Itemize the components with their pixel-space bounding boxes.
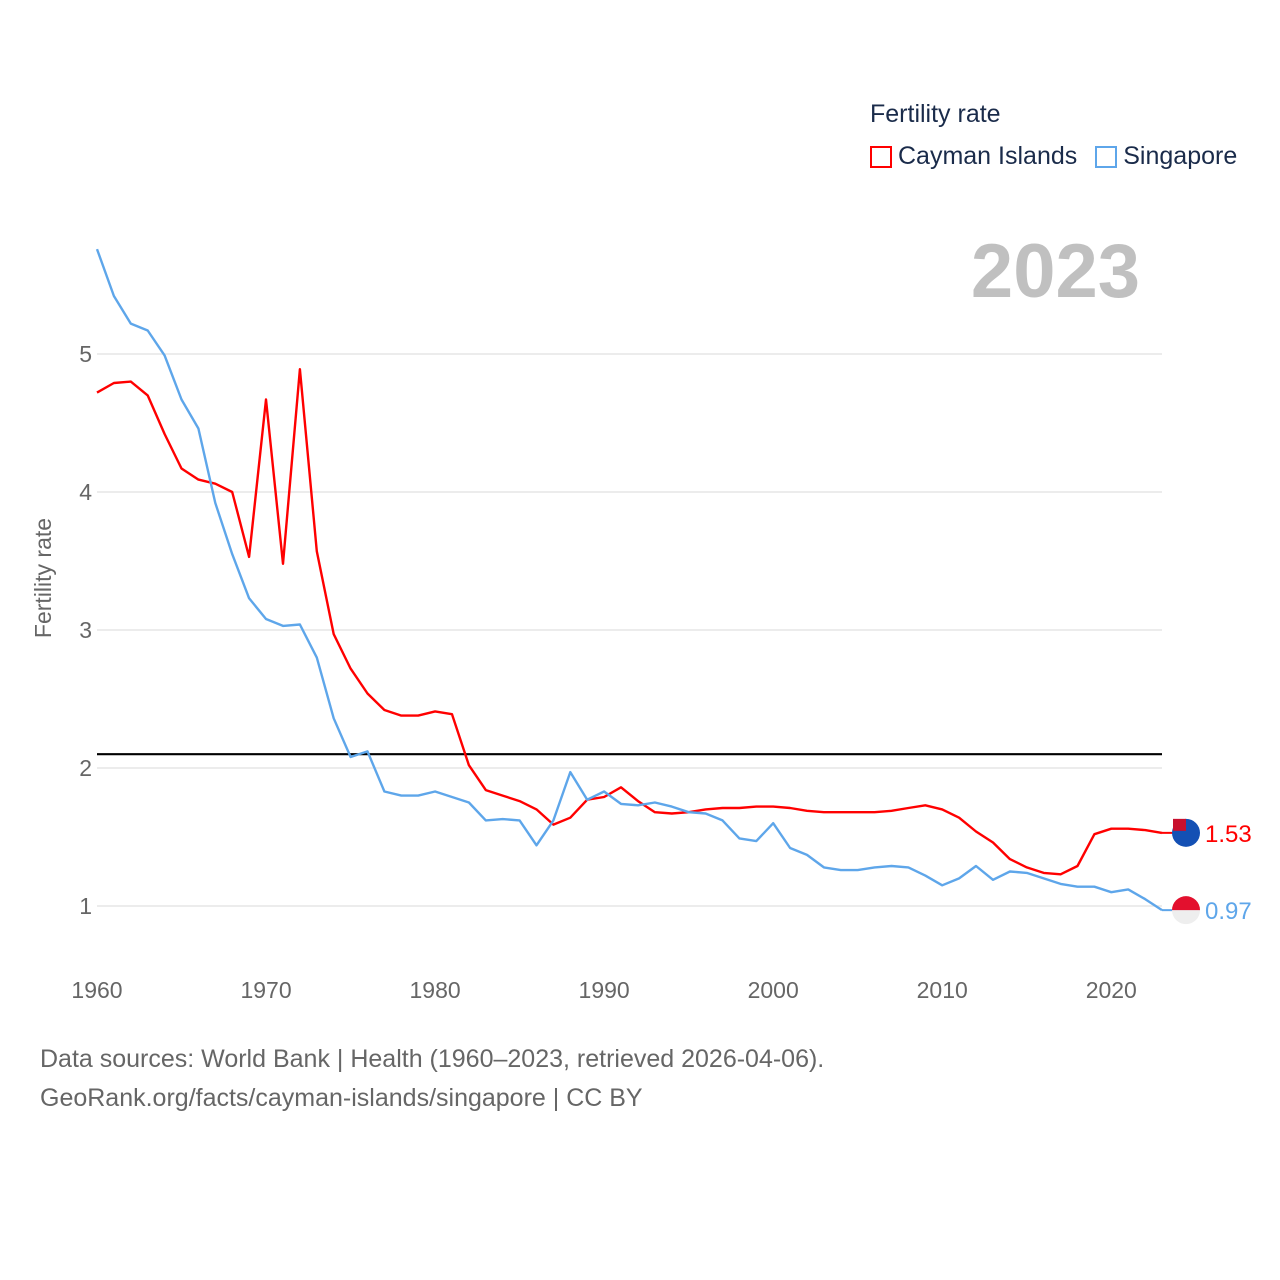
x-tick-label: 1970 (240, 977, 291, 1003)
y-tick-label: 3 (79, 617, 92, 643)
legend-item-cayman-islands[interactable]: Cayman Islands (870, 142, 1077, 171)
y-tick-label: 2 (79, 755, 92, 781)
legend-item-singapore[interactable]: Singapore (1095, 142, 1237, 171)
x-tick-label: 1990 (579, 977, 630, 1003)
legend-swatch (1095, 145, 1118, 168)
source-line-2: GeoRank.org/facts/cayman-islands/singapo… (40, 1084, 643, 1112)
end-value-label: 1.53 (1205, 821, 1252, 848)
x-tick-label: 2000 (748, 977, 799, 1003)
x-tick-label: 1960 (71, 977, 122, 1003)
y-tick-label: 4 (79, 479, 92, 505)
legend-label: Singapore (1123, 142, 1238, 170)
y-tick-label: 5 (79, 341, 92, 367)
legend-label: Cayman Islands (898, 142, 1078, 170)
x-tick-label: 2020 (1086, 977, 1137, 1003)
source-line-1: Data sources: World Bank | Health (1960–… (40, 1045, 825, 1073)
x-tick-label: 1980 (410, 977, 461, 1003)
series-line-cayman-islands (96, 368, 1163, 876)
flag-canton (1173, 818, 1186, 831)
x-tick-label: 2010 (917, 977, 968, 1003)
legend-swatch (870, 145, 892, 168)
end-value-label: 0.97 (1205, 898, 1252, 925)
series-line-singapore (95, 248, 1163, 912)
flag-red-half (1172, 896, 1200, 911)
y-axis-label: Fertility rate (30, 518, 56, 638)
year-label: 2023 (970, 229, 1140, 314)
legend-title: Fertility rate (870, 100, 1001, 128)
y-tick-label: 1 (79, 893, 92, 919)
legend: Cayman Islands Singapore (870, 142, 1237, 171)
